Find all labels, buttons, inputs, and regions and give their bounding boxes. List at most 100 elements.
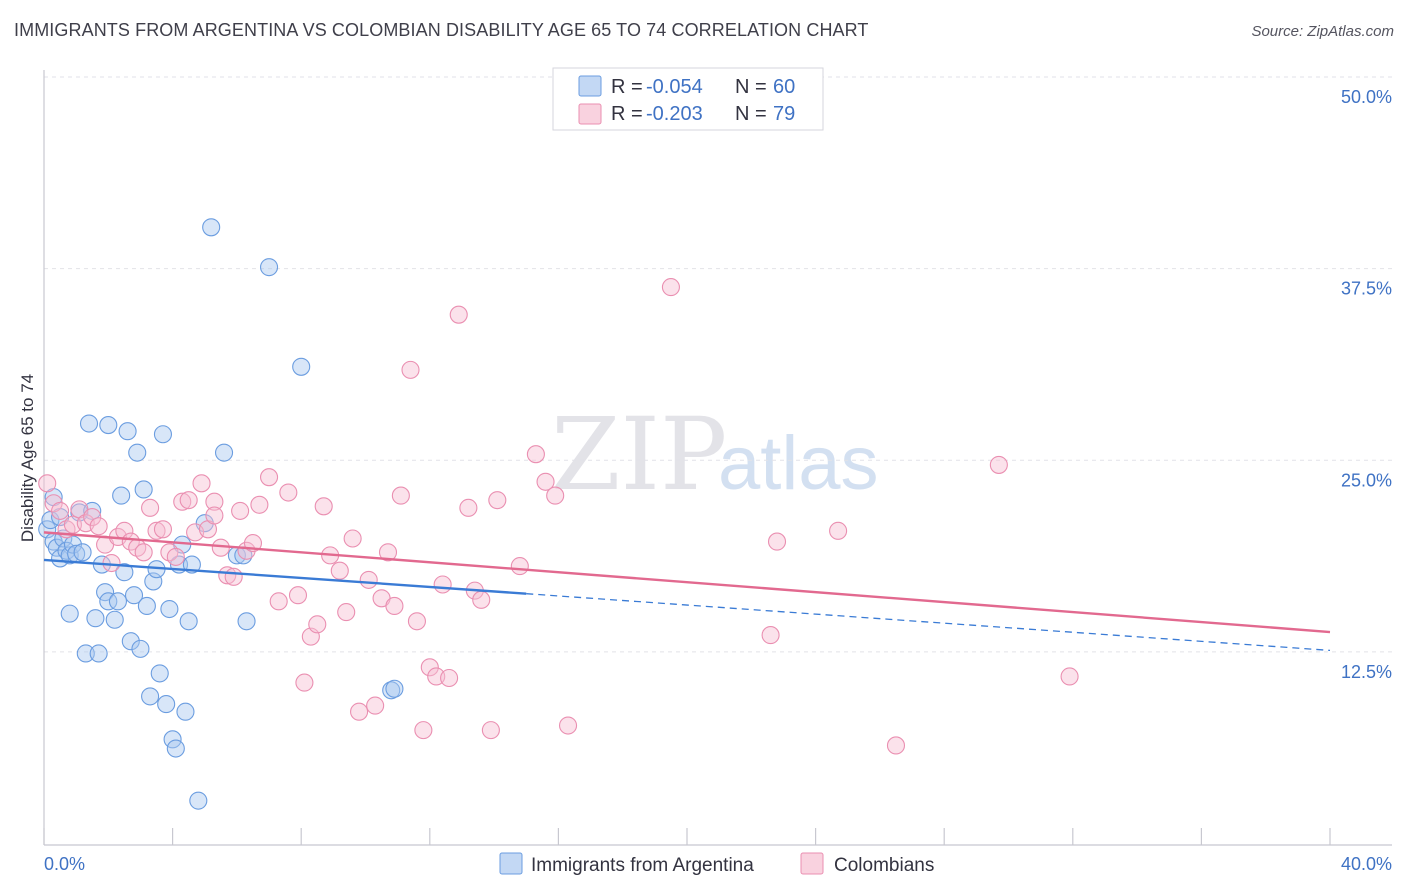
point-1-59	[440, 668, 459, 688]
legend-swatch-argentina	[578, 75, 602, 97]
point-1-52	[391, 486, 410, 505]
point-0-37	[153, 425, 173, 444]
point-1-63	[472, 590, 491, 609]
axes	[43, 70, 1392, 846]
legend-r-value-0: -0.054	[646, 76, 703, 98]
point-1-70	[558, 716, 578, 735]
point-0-23	[108, 592, 127, 611]
point-1-67	[526, 445, 545, 464]
point-0-20	[99, 592, 118, 611]
y-tick-label-2: 25.0%	[1341, 470, 1392, 490]
point-1-77	[1060, 667, 1079, 686]
point-1-36	[279, 483, 298, 502]
legend-n-label-0: N =	[735, 76, 767, 98]
point-1-48	[366, 696, 385, 715]
point-0-55	[292, 357, 311, 376]
point-0-38	[157, 695, 176, 714]
point-1-35	[269, 592, 288, 611]
point-1-38	[295, 673, 314, 692]
x-tick-label-min: 0.0%	[44, 854, 85, 874]
point-0-14	[79, 414, 99, 433]
point-0-47	[189, 791, 208, 810]
point-1-7	[83, 507, 102, 527]
point-1-68	[536, 472, 555, 491]
y-axis-title: Disability Age 65 to 74	[18, 374, 37, 542]
point-1-64	[481, 721, 500, 740]
series-colombians-points	[38, 278, 1079, 755]
point-0-30	[131, 639, 150, 658]
point-1-78	[205, 506, 224, 525]
legend-n-value-1: 79	[773, 103, 795, 125]
gridlines	[44, 76, 1392, 653]
point-1-75	[886, 736, 906, 755]
point-1-29	[224, 567, 243, 586]
source-credit: Source: ZipAtlas.com	[1251, 23, 1394, 40]
point-1-19	[160, 543, 179, 562]
point-1-1	[44, 494, 63, 513]
point-0-49	[202, 218, 221, 237]
point-0-22	[105, 610, 124, 629]
point-1-53	[401, 360, 420, 379]
point-1-16	[141, 498, 160, 517]
point-0-13	[76, 644, 95, 663]
point-1-8	[89, 517, 108, 536]
point-1-33	[250, 495, 269, 514]
point-0-53	[237, 612, 256, 631]
point-0-27	[121, 632, 140, 651]
correlation-legend: R = -0.054 N = 60 R = -0.203 N = 79	[552, 67, 824, 131]
point-1-17	[147, 521, 166, 540]
point-1-50	[378, 543, 398, 562]
point-1-72	[761, 626, 780, 645]
point-0-45	[179, 612, 198, 631]
point-0-28	[124, 586, 144, 605]
point-0-21	[99, 416, 118, 435]
point-1-69	[546, 486, 565, 505]
point-0-26	[118, 422, 137, 441]
series-legend: Immigrants from Argentina Colombians	[499, 852, 934, 876]
point-0-16	[86, 609, 105, 628]
point-0-41	[166, 739, 185, 758]
point-0-24	[112, 486, 131, 505]
point-1-46	[350, 702, 369, 721]
point-1-61	[459, 498, 478, 517]
point-0-29	[128, 443, 147, 462]
point-0-50	[214, 443, 234, 462]
point-1-28	[218, 566, 237, 585]
trend-line-argentina-extension	[526, 593, 1331, 652]
x-tick-label-max: 40.0%	[1341, 854, 1392, 874]
point-1-34	[259, 468, 279, 487]
trend-line-argentina	[43, 558, 527, 595]
watermark-atlas: atlas	[718, 421, 879, 506]
y-tick-label-1: 37.5%	[1341, 279, 1392, 299]
point-1-45	[343, 529, 362, 548]
point-0-12	[60, 604, 79, 623]
bottom-legend-swatch-colombians	[800, 852, 824, 875]
point-0-56	[382, 681, 401, 700]
legend-n-label-1: N =	[735, 103, 767, 125]
point-1-71	[661, 278, 680, 297]
bottom-legend-swatch-argentina	[499, 852, 523, 875]
point-1-2	[51, 501, 70, 520]
point-0-54	[259, 258, 279, 277]
point-1-54	[407, 612, 426, 631]
point-1-55	[414, 721, 433, 740]
point-1-65	[488, 491, 507, 510]
bottom-legend-label-argentina: Immigrants from Argentina	[531, 855, 754, 876]
point-0-31	[134, 480, 153, 499]
point-0-25	[115, 563, 134, 582]
point-1-31	[237, 541, 256, 560]
legend-r-label-0: R =	[611, 76, 643, 98]
point-1-51	[385, 596, 404, 616]
point-1-74	[829, 521, 848, 540]
point-0-57	[385, 679, 404, 698]
point-1-26	[205, 492, 224, 511]
trend-line-colombians	[43, 531, 1331, 634]
point-1-37	[288, 586, 308, 605]
point-0-11	[73, 543, 92, 562]
watermark: ZIP atlas	[551, 396, 879, 513]
point-1-0	[38, 474, 57, 493]
chart-title: IMMIGRANTS FROM ARGENTINA VS COLOMBIAN D…	[14, 20, 869, 40]
point-1-15	[134, 543, 153, 562]
watermark-zip: ZIP	[551, 396, 727, 513]
